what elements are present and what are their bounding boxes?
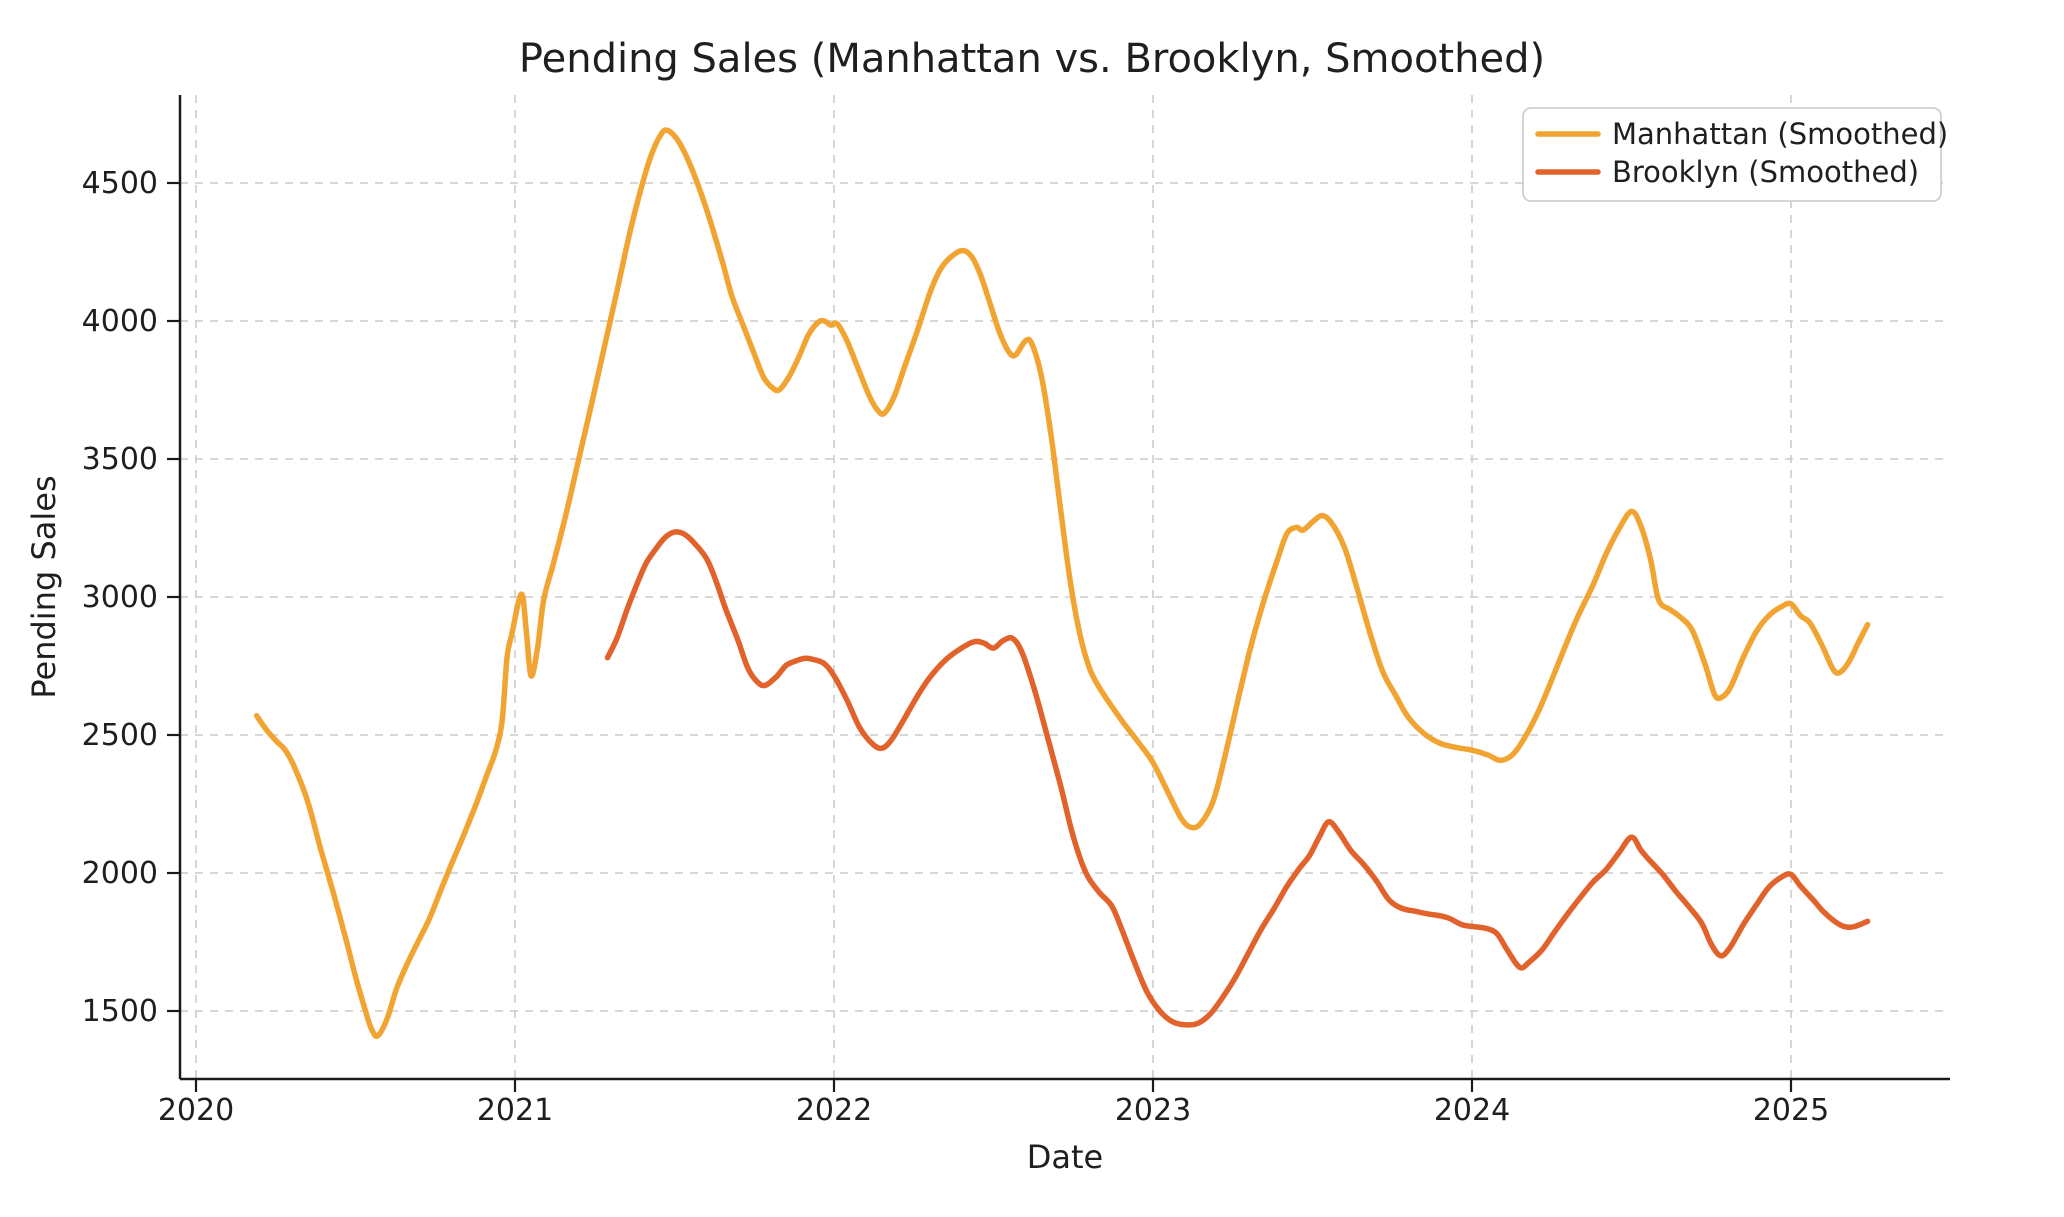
y-tick-label: 4000 <box>82 304 158 339</box>
y-tick-label: 2000 <box>82 856 158 891</box>
legend-label-manhattan: Manhattan (Smoothed) <box>1612 117 1948 151</box>
x-axis-label: Date <box>1027 1138 1103 1176</box>
brooklyn-line <box>604 529 1871 1028</box>
axis-ticks: 2020 2021 2022 2023 2024 2025 1500 2000 2500 3000… <box>82 166 1830 1128</box>
x-tick-label: 2024 <box>1434 1093 1510 1128</box>
legend-label-brooklyn: Brooklyn (Smoothed) <box>1612 155 1919 189</box>
x-tick-label: 2025 <box>1753 1093 1829 1128</box>
y-tick-label: 4500 <box>82 166 158 201</box>
x-tick-label: 2022 <box>796 1093 872 1128</box>
legend-box <box>1522 107 1942 202</box>
y-tick-label: 3000 <box>82 580 158 615</box>
axes-spines <box>178 95 1950 1081</box>
y-axis-label: Pending Sales <box>25 475 63 698</box>
chart-title: Pending Sales (Manhattan vs. Brooklyn, S… <box>519 36 1545 82</box>
legend: Manhattan (Smoothed) Brooklyn (Smoothed) <box>1522 107 1948 202</box>
grid-lines <box>180 95 1950 1079</box>
x-tick-label: 2021 <box>477 1093 553 1128</box>
y-tick-label: 1500 <box>82 994 158 1029</box>
y-tick-label: 2500 <box>82 718 158 753</box>
data-series <box>253 127 1871 1039</box>
x-tick-label: 2020 <box>158 1093 234 1128</box>
y-tick-label: 3500 <box>82 442 158 477</box>
x-tick-label: 2023 <box>1115 1093 1191 1128</box>
manhattan-line <box>253 127 1871 1039</box>
